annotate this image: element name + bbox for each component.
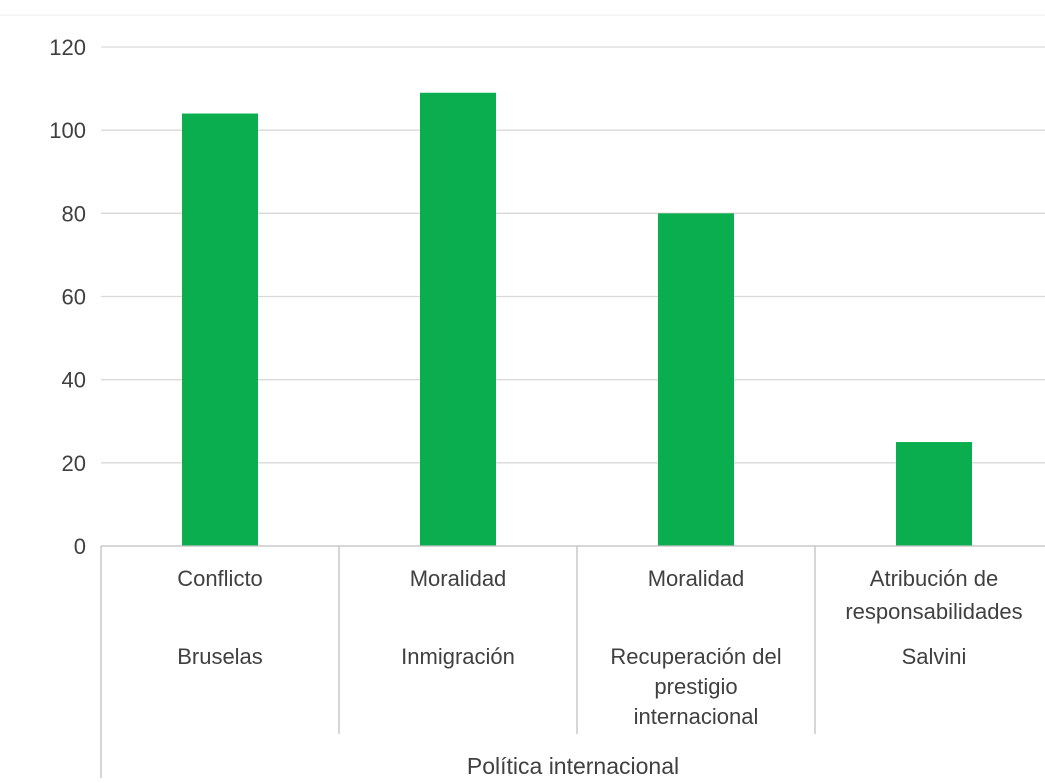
category-label-row2: Recuperación del [610, 644, 781, 669]
y-tick-label: 0 [74, 534, 86, 559]
bars [182, 92, 972, 547]
group-label: Política internacional [467, 753, 679, 778]
category-label-row2: Inmigración [401, 644, 515, 669]
y-tick-label: 40 [62, 368, 86, 393]
category-label-row2: prestigio [654, 674, 737, 699]
category-label-row1: responsabilidades [845, 599, 1022, 624]
bar [658, 213, 734, 547]
y-tick-label: 100 [49, 118, 86, 143]
axes [100, 545, 1045, 778]
y-tick-label: 80 [62, 201, 86, 226]
y-tick-label: 120 [49, 35, 86, 60]
labels: 0 20 40 60 80 100 120 Conflicto Bruselas Moralida… [49, 35, 1022, 779]
bar [896, 442, 972, 546]
bar [420, 92, 496, 546]
category-label-row1: Conflicto [177, 566, 263, 591]
y-tick-label: 20 [62, 451, 86, 476]
category-label-row2: internacional [634, 704, 759, 729]
y-tick-label: 60 [62, 285, 86, 310]
category-label-row2: Salvini [902, 644, 967, 669]
category-label-row1: Atribución de [870, 566, 998, 591]
category-label-row2: Bruselas [177, 644, 263, 669]
category-label-row1: Moralidad [648, 566, 745, 591]
bar [182, 113, 258, 547]
gridlines [0, 14, 1045, 464]
category-label-row1: Moralidad [410, 566, 507, 591]
